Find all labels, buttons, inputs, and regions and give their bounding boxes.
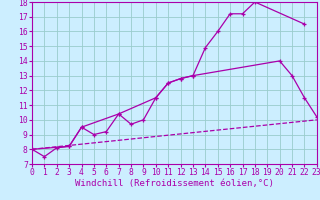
X-axis label: Windchill (Refroidissement éolien,°C): Windchill (Refroidissement éolien,°C): [75, 179, 274, 188]
